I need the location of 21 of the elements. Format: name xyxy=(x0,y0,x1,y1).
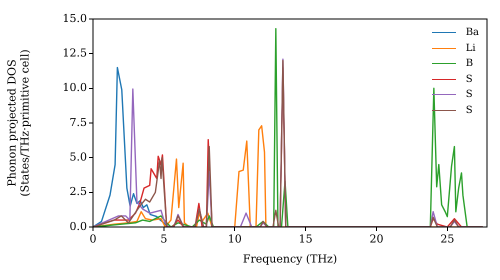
x-axis-title: Frequency (THz) xyxy=(242,252,338,266)
legend-label: S xyxy=(466,88,473,102)
x-tick-label: 5 xyxy=(160,232,168,246)
x-tick-label: 0 xyxy=(90,232,96,246)
x-tick-label: 25 xyxy=(440,232,454,246)
legend-label: S xyxy=(466,72,473,86)
y-tick-label: 10.0 xyxy=(62,81,87,94)
legend-label: Ba xyxy=(466,26,479,40)
legend-label: Li xyxy=(466,42,476,56)
y-tick-label: 2.5 xyxy=(70,185,87,198)
y-tick-label: 7.5 xyxy=(70,116,87,129)
y-tick-label: 0.0 xyxy=(70,220,87,233)
legend-label: B xyxy=(466,57,474,71)
y-tick-label: 5.0 xyxy=(70,150,87,164)
legend-label: S xyxy=(466,104,473,118)
y-tick-label: 15.0 xyxy=(62,12,87,25)
x-tick-label: 10 xyxy=(228,232,242,246)
y-axis-title: Phonon projected DOS (States/THz·primitive cell) xyxy=(5,49,32,197)
x-tick-label: 15 xyxy=(298,232,313,246)
y-tick-label: 12.5 xyxy=(62,46,87,60)
x-tick-label: 20 xyxy=(369,232,384,246)
